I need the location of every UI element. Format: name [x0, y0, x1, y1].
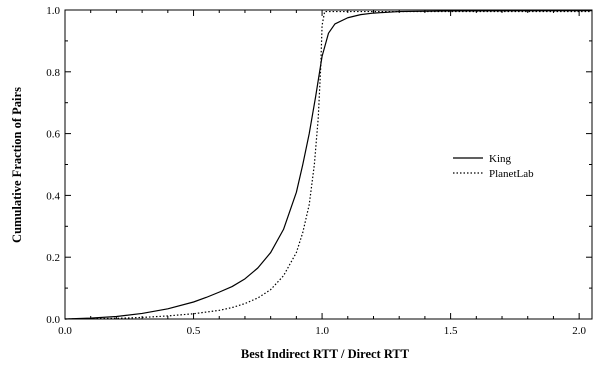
x-axis-title: Best Indirect RTT / Direct RTT	[241, 347, 410, 361]
plot-axes	[64, 9, 593, 320]
plot-frame	[64, 9, 593, 320]
axis-ticks: 0.0 0.5 1.0 1.5 2.0 0.0 0.2 0.4 0.6 0.8 1.0	[46, 5, 592, 337]
x-tick-label: 1.5	[444, 325, 458, 337]
y-tick-label: 0.8	[46, 67, 60, 79]
series-line-planetlab	[64, 10, 592, 320]
legend-label-king: King	[489, 153, 512, 165]
x-tick-label: 0.5	[187, 325, 201, 337]
y-tick-label: 1.0	[46, 5, 60, 17]
legend: King PlanetLab	[453, 153, 534, 180]
x-tick-label: 0.0	[58, 325, 72, 337]
y-tick-label: 0.6	[46, 129, 60, 141]
y-tick-label: 0.2	[46, 252, 60, 264]
x-tick-label: 1.0	[315, 325, 329, 337]
x-tick-label: 2.0	[572, 325, 586, 337]
series-line-king	[64, 10, 593, 320]
legend-label-planetlab: PlanetLab	[489, 168, 534, 180]
y-tick-label: 0.4	[46, 190, 60, 202]
y-axis-title: Cumulative Fraction of Pairs	[10, 87, 24, 243]
series-lines	[64, 10, 593, 320]
y-tick-label: 0.0	[46, 314, 60, 326]
